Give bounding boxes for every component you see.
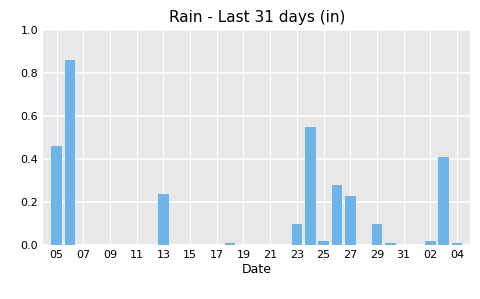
Bar bbox=[332, 185, 342, 245]
Title: Rain - Last 31 days (in): Rain - Last 31 days (in) bbox=[168, 10, 345, 25]
Bar bbox=[425, 241, 436, 245]
Bar bbox=[51, 146, 62, 245]
Bar bbox=[64, 60, 75, 245]
Bar bbox=[318, 241, 329, 245]
Bar bbox=[345, 196, 356, 245]
Bar bbox=[438, 157, 449, 245]
Bar bbox=[452, 243, 462, 245]
Bar bbox=[385, 243, 396, 245]
Bar bbox=[291, 224, 302, 245]
Bar bbox=[372, 224, 382, 245]
Bar bbox=[225, 243, 235, 245]
Bar bbox=[158, 193, 168, 245]
Bar bbox=[305, 127, 315, 245]
X-axis label: Date: Date bbox=[242, 263, 272, 276]
